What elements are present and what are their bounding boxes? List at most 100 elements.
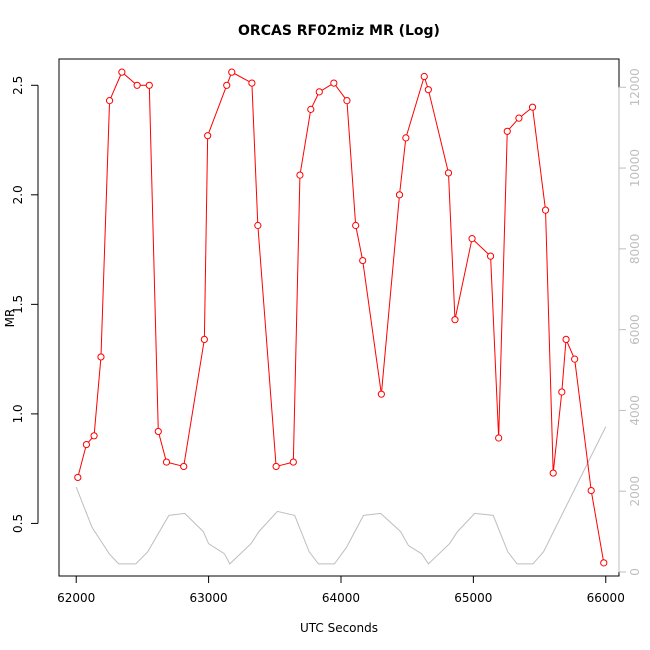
mr-line-segment (424, 79, 428, 87)
right-tick-label: 10000 (628, 149, 642, 187)
mr-point (82, 440, 91, 449)
right-tick-label: 0 (628, 568, 642, 576)
mr-line-segment (521, 108, 531, 117)
mr-line-segment (428, 92, 449, 171)
mr-point (105, 97, 114, 105)
mr-line-segment (234, 73, 250, 83)
mr-point (402, 134, 410, 142)
bottom-tick-label: 65000 (454, 591, 492, 605)
mr-point (228, 68, 236, 76)
left-axis: 0.5 1.0 1.5 2.0 2.5 (11, 76, 39, 533)
mr-line-segment (561, 342, 567, 389)
mr-point (343, 97, 351, 105)
mr-line-segment (311, 94, 319, 107)
mr-line-segment (278, 462, 291, 467)
mr-point (315, 88, 323, 96)
mr-line-segment (208, 88, 227, 133)
mr-point (558, 388, 566, 396)
mr-point (451, 316, 459, 324)
right-axis: 0 2000 4000 6000 8000 10000 12000 (618, 68, 642, 576)
mr-point (90, 432, 98, 440)
mr-point (395, 191, 404, 199)
mr-point (200, 335, 208, 344)
right-tick-label: 2000 (628, 476, 642, 507)
bottom-tick-label: 63000 (190, 591, 228, 605)
mr-line-segment (355, 228, 363, 258)
mr-point (562, 335, 570, 344)
mr-line-segment (473, 240, 489, 255)
right-tick-label: 12000 (628, 68, 642, 106)
mr-point (145, 81, 153, 89)
right-tick-label: 4000 (628, 395, 642, 426)
mr-point (571, 355, 579, 363)
altitude-line (75, 426, 607, 565)
mr-line-segment (78, 447, 87, 475)
mr-point (223, 81, 231, 89)
mr-line-segment (158, 434, 167, 460)
mr-line-segment (545, 213, 554, 470)
left-tick-label: 0.5 (11, 514, 25, 533)
mr-point (359, 256, 367, 265)
mr-point (486, 252, 495, 260)
mr-point (600, 559, 608, 567)
mr-point (180, 462, 188, 471)
mr-point (528, 103, 537, 111)
chart-title: ORCAS RF02miz MR (Log) (238, 23, 440, 39)
mr-line-segment (183, 342, 205, 464)
mr-line-segment (203, 138, 209, 337)
mr-line-segment (508, 120, 518, 130)
mr-point (587, 486, 595, 495)
mr-point (204, 132, 212, 140)
bottom-axis: 62000 63000 64000 65000 66000 (57, 575, 625, 605)
mr-line-segment (88, 437, 93, 443)
mr-line-segment (591, 493, 604, 560)
mr-point (352, 221, 360, 230)
mr-line-segment (498, 134, 508, 435)
mr-line-segment (321, 84, 332, 91)
mr-point (97, 353, 105, 361)
mr-point (307, 105, 315, 113)
mr-line-segment (110, 74, 122, 98)
mr-line-segment (148, 88, 159, 429)
mr-point (248, 79, 256, 87)
mr-point (468, 235, 476, 243)
mr-line-segment (455, 241, 472, 317)
bottom-tick-label: 64000 (322, 591, 360, 605)
mr-point (74, 473, 82, 482)
mr-line-segment (123, 73, 136, 84)
left-tick-label: 1.5 (11, 295, 25, 314)
mr-point (330, 79, 338, 87)
mr-point (420, 72, 428, 81)
mr-line-segment (566, 342, 574, 357)
mr-line-segment (490, 259, 500, 435)
mr-point (541, 206, 550, 214)
right-tick-label: 6000 (628, 314, 642, 345)
mr-line-segment (346, 103, 356, 223)
mr-line-segment (100, 103, 110, 354)
mr-line-segment (574, 362, 592, 488)
mr-line-segment (335, 85, 346, 99)
mr-point (154, 427, 162, 436)
mr-point (503, 127, 511, 135)
mr-point (133, 81, 141, 89)
x-axis-label: UTC Seconds (300, 621, 378, 635)
left-tick-label: 1.0 (11, 404, 25, 423)
mr-line-segment (362, 263, 382, 392)
y-axis-label: MR (3, 309, 17, 328)
mr-line-segment (448, 175, 456, 317)
bottom-tick-label: 66000 (587, 591, 625, 605)
mr-point (272, 462, 280, 471)
mr-line-segment (399, 140, 407, 192)
plot-frame (58, 58, 620, 577)
mr-line-segment (532, 110, 546, 208)
mr-line-segment (292, 178, 301, 459)
mr-line-segment (251, 86, 259, 223)
mr-line-segment (93, 359, 102, 433)
mr-point (162, 458, 171, 466)
mr-line-segment (257, 228, 277, 464)
mr-point (289, 458, 297, 466)
bottom-tick-label: 62000 (57, 591, 95, 605)
mr-point (495, 434, 503, 442)
left-tick-label: 2.5 (11, 76, 25, 95)
